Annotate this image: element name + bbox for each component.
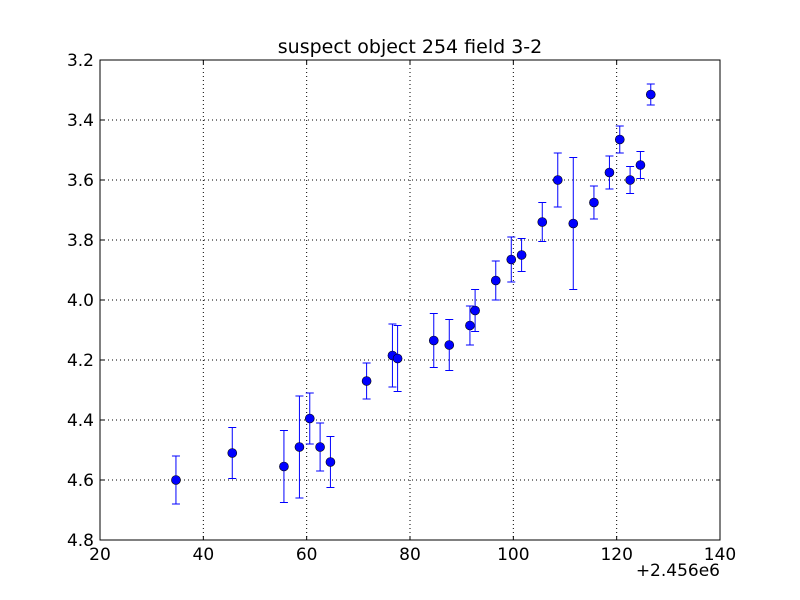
data-point [589, 185, 599, 220]
x-tick-label: 40 [193, 545, 215, 565]
data-point [444, 319, 455, 371]
data-point [470, 289, 480, 332]
data-marker [361, 376, 372, 386]
y-tick-label: 4.6 [67, 471, 94, 491]
y-tick-label: 3.2 [67, 51, 94, 71]
data-marker [614, 134, 625, 145]
data-point [171, 455, 181, 505]
data-point [604, 155, 615, 190]
data-point [625, 166, 635, 194]
data-marker [635, 160, 646, 170]
data-point [465, 305, 475, 346]
data-point [614, 125, 625, 154]
data-marker [304, 413, 315, 424]
data-point [490, 260, 501, 301]
x-tick-label: 60 [296, 545, 318, 565]
data-marker [490, 275, 501, 286]
data-marker [444, 340, 455, 350]
x-tick-label: 120 [600, 545, 632, 565]
data-marker [325, 457, 336, 467]
data-point [294, 395, 305, 499]
data-point [325, 436, 336, 488]
data-point [304, 392, 315, 445]
data-point [568, 157, 579, 290]
data-point [645, 83, 656, 106]
y-tick-label: 4.0 [67, 291, 94, 311]
data-point [227, 427, 238, 479]
data-point [516, 238, 527, 272]
data-point [506, 236, 517, 283]
data-marker [279, 461, 289, 472]
y-tick-label: 3.8 [67, 231, 94, 251]
data-marker [428, 335, 439, 346]
data-marker [516, 250, 527, 260]
data-point [315, 422, 325, 472]
data-point [552, 152, 563, 208]
data-marker [392, 353, 403, 364]
data-point [537, 202, 548, 242]
data-point [428, 313, 439, 368]
grid [100, 60, 720, 540]
chart-title: suspect object 254 field 3-2 [278, 36, 543, 58]
axis-ticks: 20 40 60 80 100 120 140 3.2 3.4 3.6 3.8 4.0 4.2 4.4 4.… [67, 51, 736, 565]
x-tick-label: 80 [399, 545, 421, 565]
data-marker [171, 475, 181, 485]
x-offset-label: +2.456e6 [636, 561, 720, 581]
data-marker [589, 197, 599, 208]
data-marker [625, 175, 635, 185]
data-marker [568, 218, 579, 229]
data-marker [315, 442, 325, 452]
data-marker [470, 305, 480, 316]
data-marker [537, 217, 548, 227]
data-point [635, 151, 646, 179]
data-marker [604, 167, 615, 178]
x-tick-label: 100 [497, 545, 529, 565]
data-point [387, 323, 398, 388]
y-tick-label: 3.4 [67, 111, 94, 131]
data-point [392, 325, 403, 392]
y-tick-label: 4.4 [67, 411, 94, 431]
data-marker [227, 448, 238, 458]
data-marker [506, 254, 517, 265]
y-tick-label: 4.2 [67, 351, 94, 371]
data-marker [294, 442, 305, 452]
data-point [279, 430, 289, 503]
x-tick-label: 20 [89, 545, 111, 565]
data-marker [552, 175, 563, 185]
data-points [171, 83, 656, 505]
y-tick-label: 4.8 [67, 531, 94, 551]
data-marker [465, 320, 475, 331]
data-marker [645, 89, 656, 100]
y-tick-label: 3.6 [67, 171, 94, 191]
data-point [361, 362, 372, 400]
x-tick-label: 140 [704, 545, 736, 565]
